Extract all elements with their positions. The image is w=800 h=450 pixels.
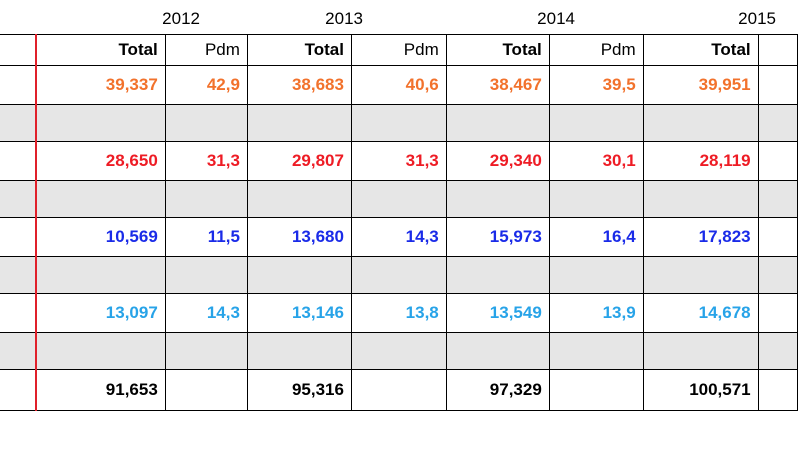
extra-cell	[757, 293, 799, 333]
column-header-row: Total Pdm Total Pdm Total Pdm Total	[0, 34, 799, 66]
grand-total-2013: 95,316	[246, 369, 352, 411]
header-total-2015: Total	[642, 34, 759, 66]
total-cell: 13,680	[246, 217, 352, 257]
total-cell: 17,823	[642, 217, 759, 257]
extra-cell	[757, 217, 799, 257]
total-cell: 28,119	[642, 141, 759, 181]
total-cell: 39,951	[642, 65, 759, 105]
table-row: 13,097 14,3 13,146 13,8 13,549 13,9 14,6…	[0, 293, 799, 333]
total-cell: 39,337	[35, 65, 166, 105]
pdm-cell: 39,5	[548, 65, 644, 105]
year-label-2015: 2015	[738, 9, 776, 28]
spacer-row	[0, 104, 799, 142]
total-cell: 28,650	[35, 141, 166, 181]
total-cell: 14,678	[642, 293, 759, 333]
header-total-2012: Total	[35, 34, 166, 66]
total-cell: 15,973	[445, 217, 550, 257]
total-cell: 13,097	[35, 293, 166, 333]
spacer-row	[0, 332, 799, 370]
header-total-2014: Total	[445, 34, 550, 66]
extra-cell	[757, 369, 799, 411]
total-cell: 29,807	[246, 141, 352, 181]
header-pdm-2012: Pdm	[164, 34, 248, 66]
table-row: 28,650 31,3 29,807 31,3 29,340 30,1 28,1…	[0, 141, 799, 181]
pdm-cell	[164, 369, 248, 411]
header-extra	[757, 34, 799, 66]
total-cell: 13,549	[445, 293, 550, 333]
total-cell: 38,467	[445, 65, 550, 105]
grand-total-2012: 91,653	[35, 369, 166, 411]
market-share-table: Total Pdm Total Pdm Total Pdm Total 39,3…	[0, 34, 799, 411]
pdm-cell: 11,5	[164, 217, 248, 257]
year-label-2014: 2014	[537, 9, 575, 28]
total-cell: 10,569	[35, 217, 166, 257]
table-row: 10,569 11,5 13,680 14,3 15,973 16,4 17,8…	[0, 217, 799, 257]
year-label-2013: 2013	[325, 9, 363, 28]
extra-cell	[757, 65, 799, 105]
spacer-row	[0, 180, 799, 218]
header-pdm-2013: Pdm	[350, 34, 447, 66]
total-cell: 13,146	[246, 293, 352, 333]
total-cell: 29,340	[445, 141, 550, 181]
row-label-cell	[0, 369, 37, 411]
spacer-row	[0, 256, 799, 294]
row-label-cell	[0, 34, 37, 66]
extra-cell	[757, 141, 799, 181]
pdm-cell: 14,3	[350, 217, 447, 257]
header-total-2013: Total	[246, 34, 352, 66]
year-header-row: 2012 2013 2014 2015	[0, 0, 800, 34]
pdm-cell: 31,3	[164, 141, 248, 181]
row-label-cell	[0, 65, 37, 105]
pdm-cell: 40,6	[350, 65, 447, 105]
pdm-cell: 13,9	[548, 293, 644, 333]
table-row: 39,337 42,9 38,683 40,6 38,467 39,5 39,9…	[0, 65, 799, 105]
pdm-cell: 14,3	[164, 293, 248, 333]
pdm-cell: 31,3	[350, 141, 447, 181]
pdm-cell: 42,9	[164, 65, 248, 105]
header-pdm-2014: Pdm	[548, 34, 644, 66]
pdm-cell: 30,1	[548, 141, 644, 181]
grand-total-2014: 97,329	[445, 369, 550, 411]
pdm-cell	[350, 369, 447, 411]
total-cell: 38,683	[246, 65, 352, 105]
year-label-2012: 2012	[162, 9, 200, 28]
pdm-cell: 16,4	[548, 217, 644, 257]
row-label-cell	[0, 217, 37, 257]
totals-row: 91,653 95,316 97,329 100,571	[0, 369, 799, 411]
grand-total-2015: 100,571	[642, 369, 759, 411]
row-label-cell	[0, 293, 37, 333]
row-label-cell	[0, 141, 37, 181]
pdm-cell	[548, 369, 644, 411]
pdm-cell: 13,8	[350, 293, 447, 333]
